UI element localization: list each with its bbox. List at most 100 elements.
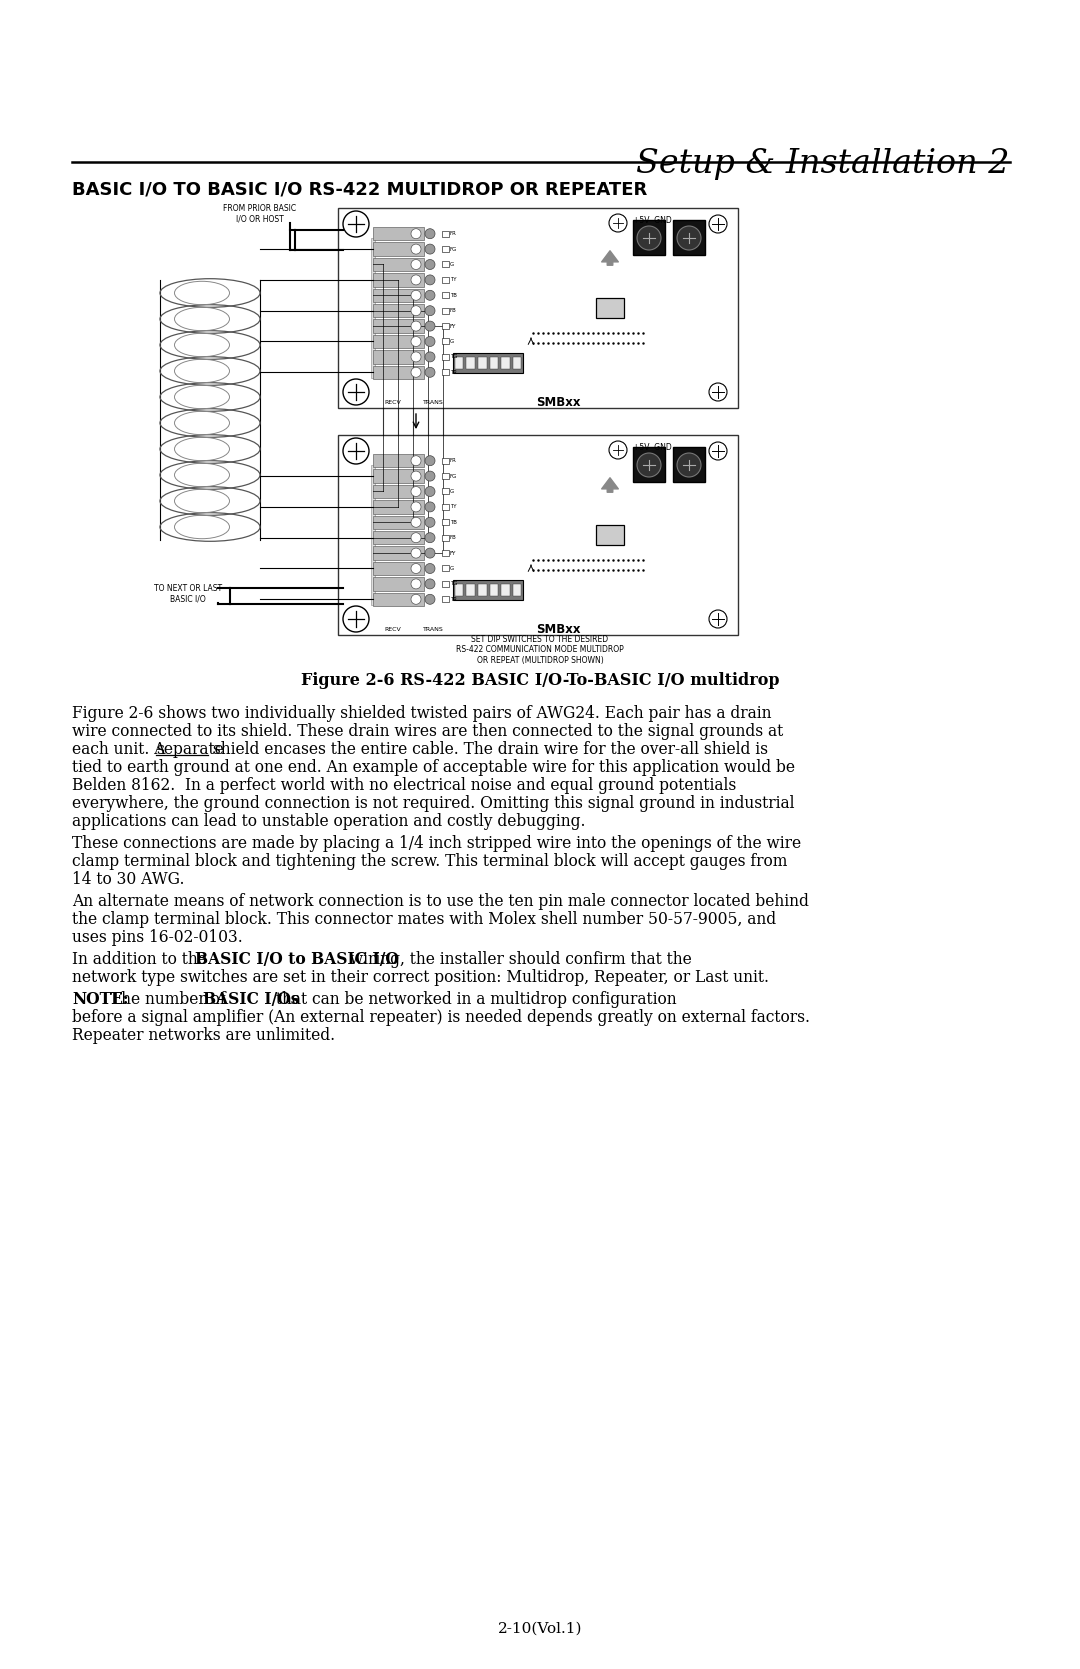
Bar (442, 489, 449, 494)
Bar (442, 566, 449, 571)
Circle shape (411, 275, 421, 285)
Circle shape (411, 471, 421, 481)
Text: wiring, the installer should confirm that the: wiring, the installer should confirm tha… (345, 951, 691, 968)
Circle shape (411, 352, 421, 362)
Bar (673, 220, 705, 255)
Circle shape (637, 452, 661, 477)
Bar (442, 307, 449, 314)
Text: BASIC I/Os: BASIC I/Os (203, 991, 299, 1008)
Circle shape (343, 606, 369, 633)
Bar (442, 596, 449, 603)
Text: NOTE:: NOTE: (72, 991, 129, 1008)
Text: In addition to the: In addition to the (72, 951, 212, 968)
Circle shape (426, 290, 435, 300)
Text: 2-10(Vol.1): 2-10(Vol.1) (498, 1622, 582, 1636)
Circle shape (343, 379, 369, 406)
Text: FR: FR (450, 459, 457, 464)
Circle shape (426, 471, 435, 481)
Text: TR: TR (450, 371, 457, 376)
Circle shape (426, 337, 435, 347)
Text: FY: FY (450, 551, 457, 556)
Text: TY: TY (450, 277, 457, 282)
Circle shape (426, 244, 435, 254)
Circle shape (426, 259, 435, 269)
Circle shape (426, 305, 435, 315)
Circle shape (708, 442, 727, 461)
Circle shape (426, 352, 435, 362)
Bar (467, 584, 475, 596)
Circle shape (426, 275, 435, 285)
Text: FY: FY (450, 324, 457, 329)
Text: TG: TG (450, 354, 458, 359)
Bar (467, 357, 475, 369)
Circle shape (426, 456, 435, 466)
Text: G: G (450, 566, 455, 571)
Bar (373, 304, 424, 317)
Bar (373, 562, 424, 576)
Bar (596, 526, 624, 546)
Circle shape (708, 382, 727, 401)
Text: Setup & Installation 2: Setup & Installation 2 (636, 149, 1010, 180)
Text: FG: FG (450, 247, 457, 252)
Bar (489, 584, 498, 596)
Bar (442, 230, 449, 237)
Text: RECV: RECV (384, 628, 402, 633)
Text: G: G (450, 339, 455, 344)
Circle shape (411, 532, 421, 542)
Text: G: G (450, 489, 455, 494)
Circle shape (411, 486, 421, 496)
Circle shape (426, 517, 435, 527)
Bar (338, 209, 738, 407)
Text: separate: separate (157, 741, 224, 758)
Bar (442, 339, 449, 344)
Bar (442, 504, 449, 511)
Text: Belden 8162.  In a perfect world with no electrical noise and equal ground poten: Belden 8162. In a perfect world with no … (72, 778, 737, 794)
Circle shape (708, 609, 727, 628)
Bar (501, 584, 510, 596)
Circle shape (411, 547, 421, 557)
Bar (442, 324, 449, 329)
Bar (372, 239, 375, 377)
Text: 14 to 30 AWG.: 14 to 30 AWG. (72, 871, 185, 888)
Circle shape (411, 259, 421, 269)
Bar (442, 472, 449, 479)
Bar (453, 581, 523, 599)
Text: clamp terminal block and tightening the screw. This terminal block will accept g: clamp terminal block and tightening the … (72, 853, 787, 870)
Bar (373, 469, 424, 482)
Bar (633, 220, 665, 255)
Text: BASIC I/O to BASIC I/O: BASIC I/O to BASIC I/O (195, 951, 399, 968)
Circle shape (426, 320, 435, 330)
Bar (373, 319, 424, 332)
FancyArrowPatch shape (602, 477, 619, 492)
Text: TO NEXT OR LAST: TO NEXT OR LAST (154, 584, 222, 592)
Text: TY: TY (450, 504, 457, 509)
Text: that can be networked in a multidrop configuration: that can be networked in a multidrop con… (271, 991, 677, 1008)
Circle shape (637, 225, 661, 250)
Text: FR: FR (450, 232, 457, 237)
Bar (442, 277, 449, 284)
Circle shape (411, 320, 421, 330)
Bar (455, 357, 463, 369)
Bar (373, 242, 424, 255)
Circle shape (411, 579, 421, 589)
Circle shape (609, 214, 627, 232)
Circle shape (411, 305, 421, 315)
Text: The number of: The number of (106, 991, 230, 1008)
Text: Repeater networks are unlimited.: Repeater networks are unlimited. (72, 1026, 335, 1045)
Text: +5V  GND: +5V GND (633, 442, 672, 452)
Bar (673, 447, 705, 482)
Bar (489, 357, 498, 369)
Circle shape (343, 210, 369, 237)
Circle shape (426, 564, 435, 574)
Bar (373, 516, 424, 529)
Bar (501, 357, 510, 369)
Bar (373, 335, 424, 349)
Bar (596, 299, 624, 319)
Bar (373, 350, 424, 364)
Text: G: G (450, 262, 455, 267)
Text: SMBxx: SMBxx (536, 396, 580, 409)
Circle shape (426, 486, 435, 496)
Bar (373, 592, 424, 606)
Text: before a signal amplifier (An external repeater) is needed depends greatly on ex: before a signal amplifier (An external r… (72, 1010, 810, 1026)
Bar (373, 289, 424, 302)
